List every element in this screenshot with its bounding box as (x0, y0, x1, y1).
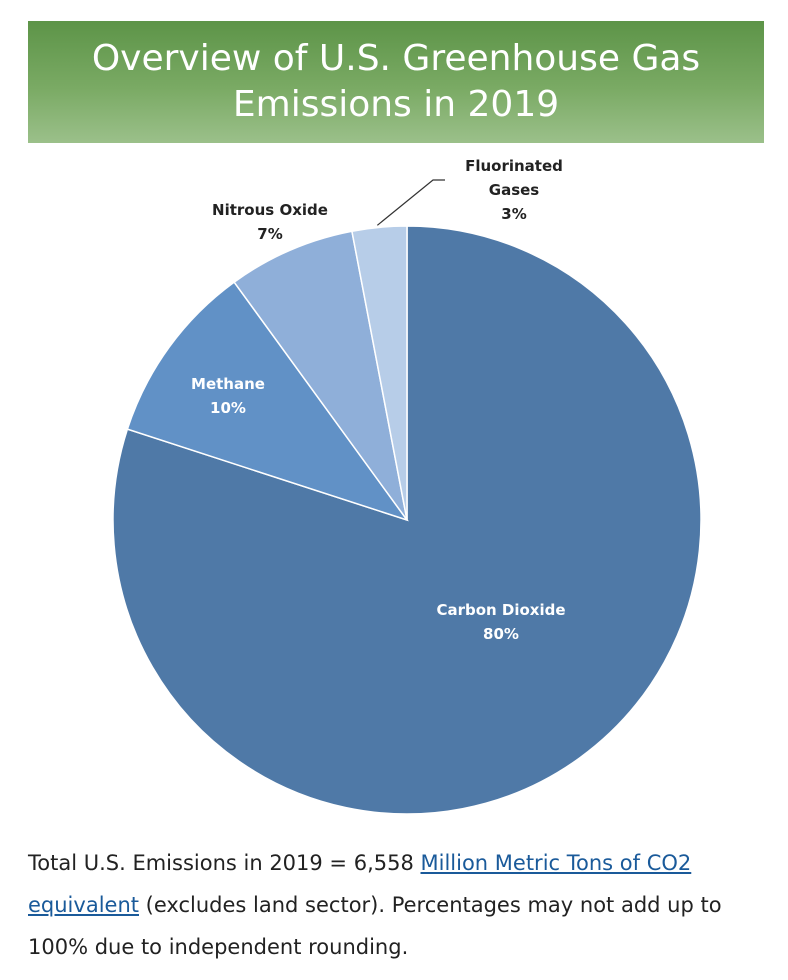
title-banner: Overview of U.S. Greenhouse Gas Emission… (28, 21, 764, 143)
label-fluorinated-gases: Fluorinated Gases 3% (465, 157, 563, 223)
label-nitrous-oxide: Nitrous Oxide 7% (212, 201, 328, 243)
leader-line-fluorinated (376, 179, 445, 226)
slice-methane (126, 281, 409, 522)
slice-name-label: Fluorinated (465, 157, 563, 175)
slice-name-label: Methane (191, 375, 265, 393)
page-title-line1: Overview of U.S. Greenhouse Gas (91, 38, 701, 79)
slice-name-label: Carbon Dioxide (436, 601, 565, 619)
slice-name-label: Nitrous Oxide (212, 201, 328, 219)
units-link[interactable]: Million Metric Tons of CO2 equivalent (28, 851, 692, 917)
page-title-line2: Emissions in 2019 (232, 84, 560, 125)
label-methane: Methane 10% (191, 375, 265, 417)
slice-value-label: 10% (210, 399, 246, 417)
caption-suffix: (excludes land sector). Percentages may … (28, 893, 722, 959)
chart-caption: Total U.S. Emissions in 2019 = 6,558 Mil… (28, 842, 764, 968)
pie-chart: Carbon Dioxide 80% Methane 10% Nitrous Oxide… (112, 157, 702, 815)
slice-fluorinated-gases (351, 225, 408, 521)
slice-value-label: 7% (257, 225, 282, 243)
label-carbon-dioxide: Carbon Dioxide 80% (436, 601, 565, 643)
slice-value-label: 80% (483, 625, 519, 643)
caption-prefix: Total U.S. Emissions in 2019 = 6,558 (28, 851, 421, 875)
slice-value-label: 3% (501, 205, 526, 223)
slice-nitrous-oxide (233, 230, 408, 521)
slice-name-label: Gases (489, 181, 540, 199)
